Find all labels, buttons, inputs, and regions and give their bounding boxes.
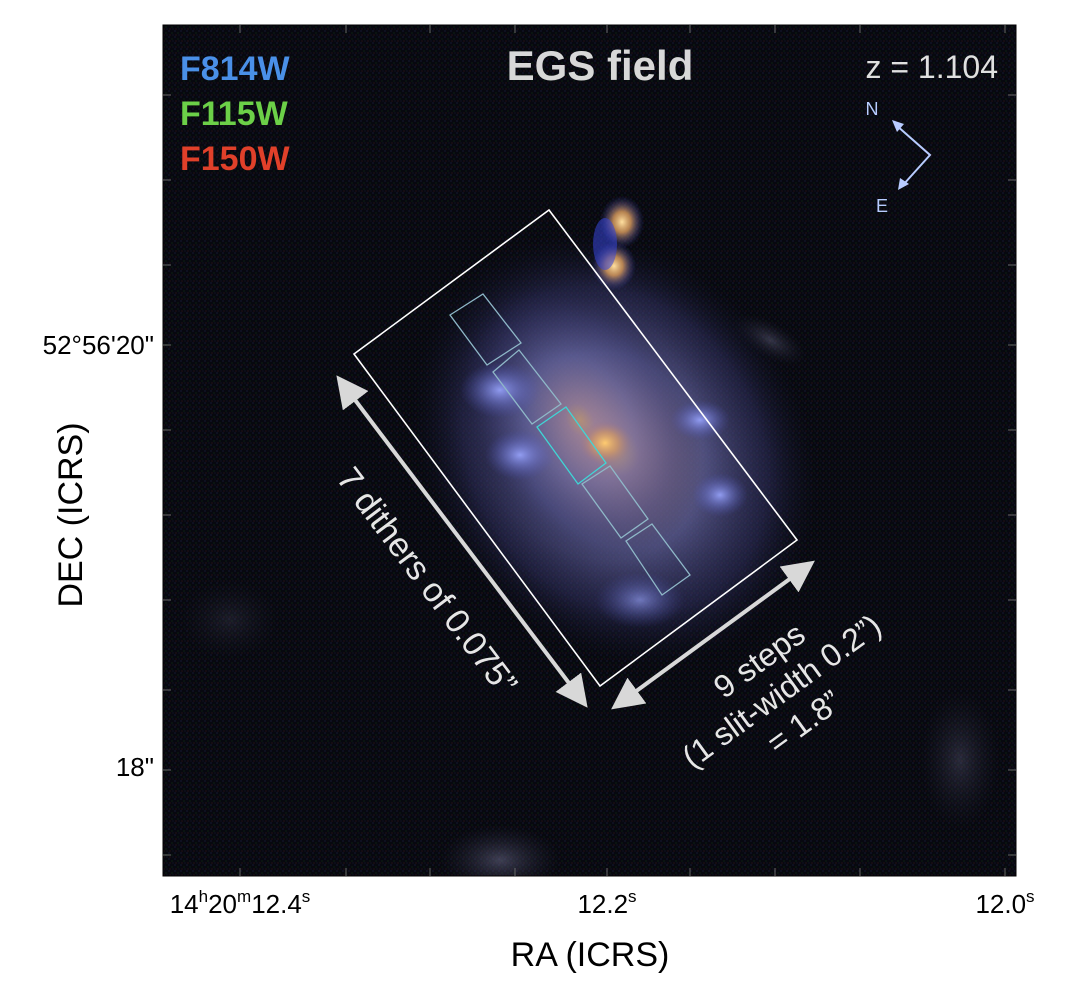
x-tick-label-1-h-sup: h: [199, 887, 208, 906]
galaxy-core: [579, 421, 631, 465]
north-arrowhead: [892, 120, 904, 132]
x-tick-label-3-s-sup: s: [1026, 887, 1035, 906]
filter-label-1: F814W: [180, 50, 290, 88]
y-axis-label: DEC (ICRS): [52, 422, 90, 607]
x-tick-label-1-m-sup: m: [237, 887, 251, 906]
dither-arrow: [336, 375, 588, 708]
x-tick-label-2: 12.2s: [577, 887, 636, 919]
filter-label-3: F150W: [180, 140, 290, 178]
y-tick-label-2: 18": [116, 752, 154, 782]
filter-label-2: F115W: [180, 95, 289, 133]
sky-image: [163, 25, 1016, 876]
x-tick-label-1-minutes: 20: [208, 889, 237, 919]
panel-title: EGS field: [507, 42, 694, 89]
compass: [892, 120, 932, 190]
x-tick-label-1: 14h20m12.4s: [170, 887, 311, 919]
x-tick-label-1-hours: 14: [170, 889, 199, 919]
x-tick-label-3: 12.0s: [975, 887, 1034, 919]
x-tick-label-1-s-sup: s: [302, 887, 311, 906]
x-axis-label: RA (ICRS): [511, 936, 670, 974]
x-tick-label-2-seconds: 12.2: [577, 889, 628, 919]
tick-marks: [163, 25, 1016, 876]
east-arrowhead: [898, 178, 909, 190]
slit-4: [581, 465, 649, 539]
redshift-label: z = 1.104: [865, 49, 998, 85]
y-tick-label-1: 52°56'20": [43, 330, 154, 360]
plot-frame: [162, 24, 1017, 877]
compass-north-label: N: [866, 99, 879, 119]
x-tick-label-2-s-sup: s: [628, 887, 637, 906]
x-tick-label-3-seconds: 12.0: [975, 889, 1026, 919]
step-arrow: [611, 560, 815, 710]
slit-1: [449, 293, 522, 366]
x-tick-label-1-seconds: 12.4: [251, 889, 302, 919]
compass-east-label: E: [876, 196, 888, 216]
